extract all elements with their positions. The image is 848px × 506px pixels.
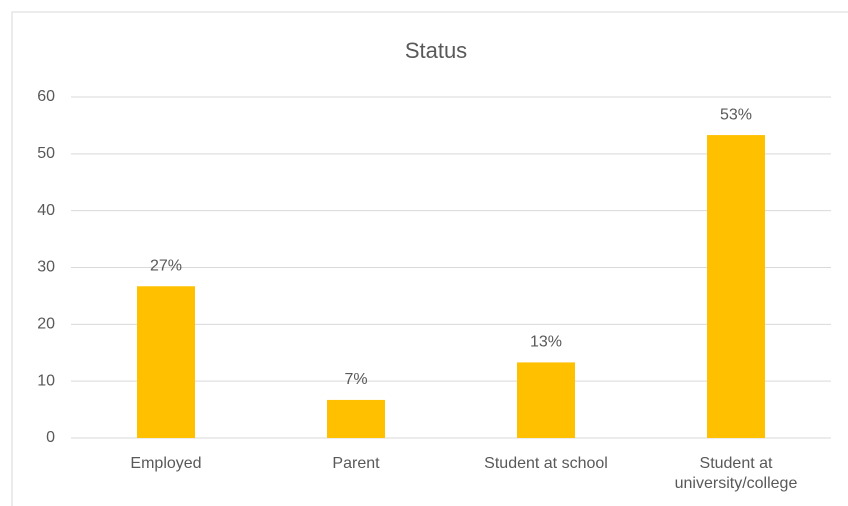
data-label: 13% — [530, 334, 562, 351]
x-tick-label: Student at university/college — [674, 455, 798, 492]
data-label: 53% — [720, 106, 752, 123]
chart-title: Status — [405, 38, 467, 63]
bar — [137, 286, 195, 438]
x-tick-label: Student at school — [484, 455, 608, 472]
data-label: 7% — [344, 371, 367, 388]
y-tick-label: 0 — [46, 429, 55, 446]
y-tick-label: 20 — [37, 316, 55, 333]
x-tick-label: Employed — [130, 455, 202, 472]
chart-frame — [11, 11, 848, 506]
y-tick-label: 30 — [37, 259, 55, 276]
bar — [517, 362, 575, 438]
data-label: 27% — [150, 257, 182, 274]
y-tick-label: 60 — [37, 88, 55, 105]
bar — [327, 399, 385, 438]
bar — [707, 135, 765, 438]
y-tick-label: 50 — [37, 145, 55, 162]
y-tick-label: 40 — [37, 202, 55, 219]
y-tick-label: 10 — [37, 372, 55, 389]
x-tick-label: Parent — [332, 455, 380, 472]
